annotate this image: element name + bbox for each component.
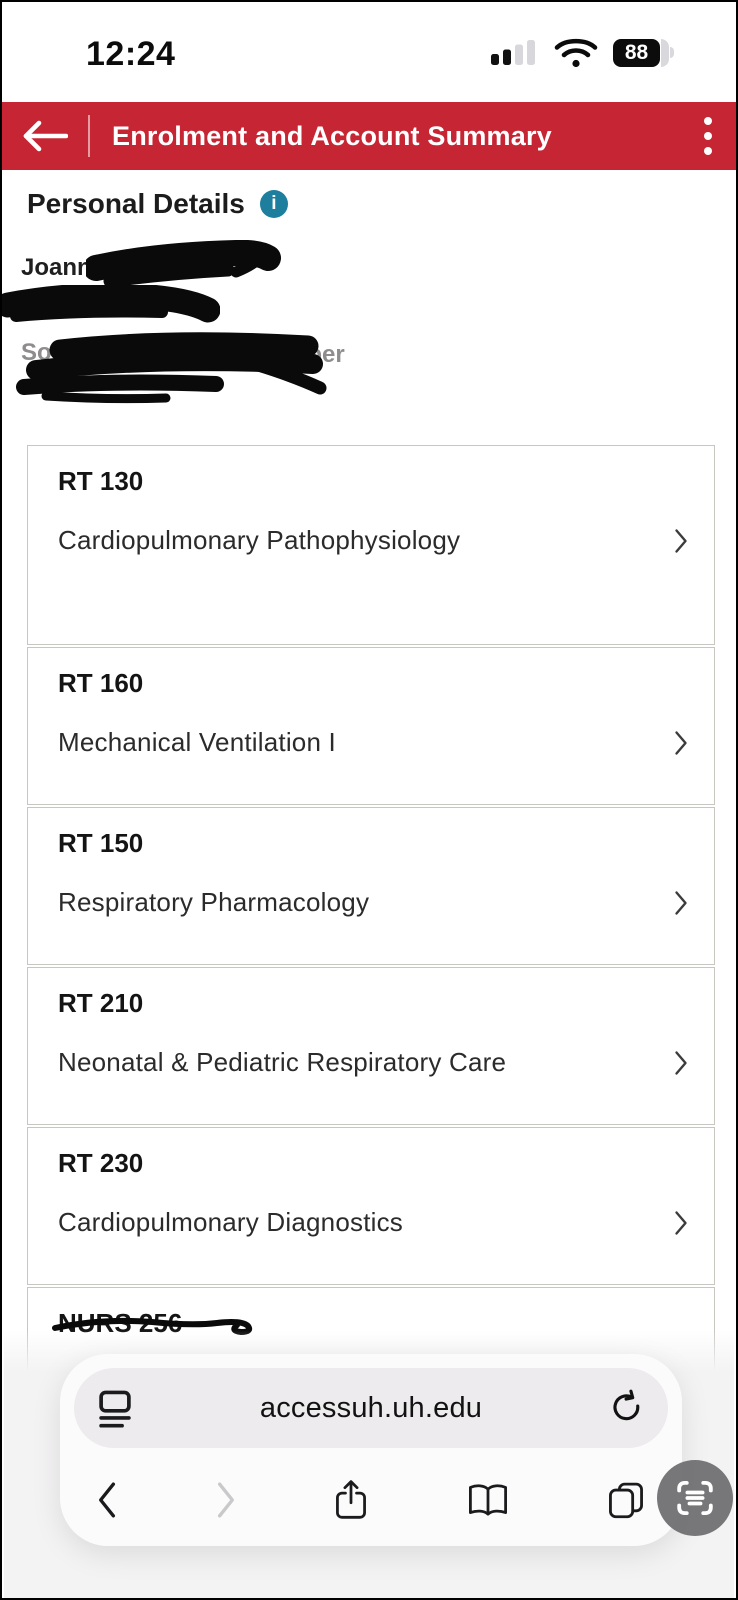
status-icons: 88	[491, 36, 674, 69]
course-title: Cardiopulmonary Diagnostics	[58, 1207, 403, 1237]
browser-toolbar: accessuh.uh.edu	[60, 1354, 682, 1546]
course-code: RT 210	[58, 988, 144, 1018]
tabs-icon[interactable]	[606, 1480, 646, 1520]
personal-details-header: Personal Details i	[27, 188, 288, 220]
chevron-right-icon	[675, 730, 687, 755]
back-button[interactable]	[96, 1481, 118, 1519]
battery-icon: 88	[613, 38, 674, 67]
page-title: Enrolment and Account Summary	[112, 120, 552, 151]
status-time: 12:24	[86, 35, 176, 73]
course-code: RT 150	[58, 828, 144, 858]
reload-icon[interactable]	[608, 1389, 646, 1427]
course-title: Neonatal & Pediatric Respiratory Care	[58, 1047, 507, 1077]
course-title: Cardiopulmonary Pathophysiology	[58, 525, 461, 555]
chevron-right-icon	[675, 528, 687, 553]
redaction-scribble-line2	[2, 285, 220, 323]
section-title: Personal Details	[27, 188, 245, 219]
forward-button[interactable]	[215, 1481, 237, 1519]
course-row-rt130[interactable]: RT 130 Cardiopulmonary Pathophysiology	[27, 445, 715, 645]
course-code: RT 130	[58, 466, 144, 496]
overflow-menu-icon[interactable]	[700, 111, 716, 161]
course-row-rt150[interactable]: RT 150 Respiratory Pharmacology	[27, 807, 715, 965]
course-row-rt230[interactable]: RT 230 Cardiopulmonary Diagnostics	[27, 1127, 715, 1285]
course-title: Mechanical Ventilation I	[58, 727, 336, 757]
cellular-signal-icon	[491, 40, 535, 65]
live-text-scan-button[interactable]	[657, 1460, 733, 1536]
bookmarks-icon[interactable]	[466, 1482, 510, 1518]
share-icon[interactable]	[333, 1478, 369, 1522]
address-bar[interactable]: accessuh.uh.edu	[74, 1368, 668, 1448]
app-header: Enrolment and Account Summary	[2, 102, 736, 170]
course-row-rt210[interactable]: RT 210 Neonatal & Pediatric Respiratory …	[27, 967, 715, 1125]
info-icon[interactable]: i	[259, 190, 288, 218]
course-code: RT 160	[58, 668, 144, 698]
url-text: accessuh.uh.edu	[259, 1391, 483, 1424]
header-divider	[88, 115, 90, 157]
chevron-right-icon	[675, 890, 687, 915]
course-row-rt160[interactable]: RT 160 Mechanical Ventilation I	[27, 647, 715, 805]
redaction-scribble-name	[86, 240, 281, 288]
chevron-right-icon	[675, 1210, 687, 1235]
course-title: Respiratory Pharmacology	[58, 887, 370, 917]
battery-percent: 88	[624, 40, 649, 64]
chevron-right-icon	[675, 1050, 687, 1075]
scan-text-icon	[677, 1480, 713, 1516]
wifi-icon	[554, 38, 598, 68]
page-menu-icon[interactable]	[98, 1388, 132, 1428]
browser-nav-row	[60, 1470, 682, 1530]
course-code: RT 230	[58, 1148, 144, 1178]
redaction-scribble-ssn	[16, 332, 327, 404]
course-list: RT 130 Cardiopulmonary Pathophysiology R…	[27, 445, 715, 1401]
back-arrow-icon[interactable]	[22, 120, 68, 152]
